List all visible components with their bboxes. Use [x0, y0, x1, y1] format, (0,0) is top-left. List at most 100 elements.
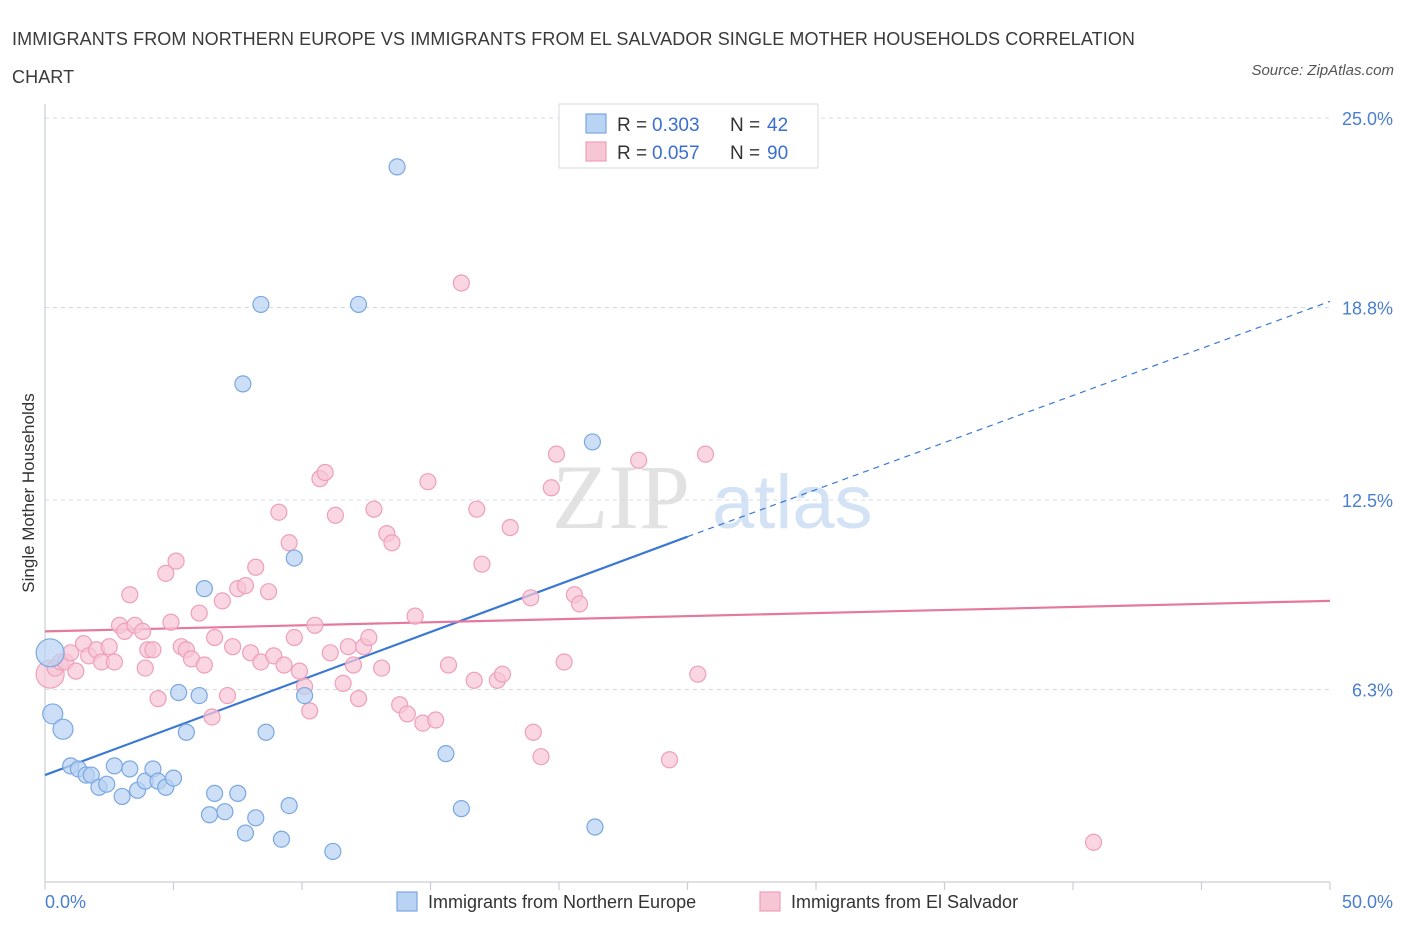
watermark: ZIP atlas [552, 446, 873, 548]
x-tick-label-max: 50.0% [1342, 892, 1393, 912]
data-point-northern-europe [82, 766, 100, 784]
data-point-el-salvador [224, 638, 242, 656]
bottom-legend-swatch-pink [759, 891, 781, 912]
y-tick-label: 12.5% [1342, 491, 1393, 511]
data-point-northern-europe [257, 723, 275, 741]
data-point-el-salvador [67, 662, 85, 680]
data-point-el-salvador [280, 534, 298, 552]
data-point-northern-europe [200, 806, 219, 824]
watermark-atlas: atlas [712, 460, 873, 545]
chart-title: IMMIGRANTS FROM NORTHERN EUROPE VS IMMIG… [12, 29, 1136, 87]
data-point-northern-europe [583, 433, 602, 451]
data-point-el-salvador [301, 702, 319, 720]
data-point-el-salvador [555, 653, 573, 671]
y-tick-label: 25.0% [1342, 109, 1393, 129]
bottom-legend-label-pink: Immigrants from El Salvador [791, 892, 1018, 912]
data-point-northern-europe [170, 683, 188, 702]
data-point-northern-europe [285, 549, 303, 567]
y-tick-labels: 6.3% 12.5% 18.8% 25.0% [1342, 109, 1393, 700]
data-point-northern-europe [52, 718, 74, 740]
data-point-northern-europe [252, 295, 270, 314]
data-point-el-salvador [105, 653, 123, 671]
data-point-el-salvador [465, 671, 483, 689]
data-point-el-salvador [306, 616, 324, 634]
data-point-northern-europe [42, 703, 64, 725]
data-point-el-salvador [344, 656, 362, 674]
legend-r-value-2: 0.057 [652, 143, 700, 164]
data-point-el-salvador [696, 445, 715, 463]
data-point-el-salvador [100, 638, 118, 656]
data-point-el-salvador [149, 690, 167, 708]
data-point-northern-europe [234, 375, 252, 393]
data-point-northern-europe [35, 638, 65, 668]
data-point-el-salvador [270, 503, 288, 521]
legend-r-value-1: 0.303 [652, 115, 700, 136]
data-point-northern-europe [324, 842, 342, 861]
data-point-el-salvador [236, 576, 255, 595]
data-point-el-salvador [493, 665, 512, 683]
x-ticks [44, 882, 1331, 890]
data-point-el-salvador [630, 451, 648, 469]
y-tick-label: 6.3% [1352, 680, 1393, 700]
data-point-el-salvador [542, 479, 560, 497]
data-point-el-salvador [259, 583, 278, 601]
data-point-northern-europe [121, 760, 139, 778]
data-point-northern-europe [113, 787, 131, 806]
legend-n-label-2: N = [730, 143, 760, 164]
data-point-northern-europe [177, 723, 195, 741]
data-point-el-salvador [326, 506, 345, 524]
data-point-el-salvador [349, 690, 368, 708]
legend-r-label-1: R = [617, 115, 647, 136]
data-point-northern-europe [236, 824, 255, 842]
data-point-northern-europe [190, 686, 208, 705]
data-point-northern-europe [216, 803, 234, 821]
data-point-el-salvador [501, 518, 519, 537]
legend: R = 0.303 N = 42 R = 0.057 N = 90 [558, 103, 819, 169]
data-point-el-salvador [213, 592, 231, 610]
data-point-northern-europe [388, 158, 406, 176]
legend-r-label-2: R = [617, 143, 647, 164]
data-point-northern-europe [280, 796, 298, 815]
data-point-el-salvador [290, 662, 309, 680]
data-point-northern-europe [164, 769, 183, 787]
data-point-northern-europe [105, 757, 123, 775]
data-point-el-salvador [203, 708, 221, 726]
data-point-northern-europe [229, 784, 247, 802]
legend-swatch-blue [585, 113, 607, 134]
trend-line-northern-europe [44, 535, 688, 777]
data-point-el-salvador [218, 686, 237, 705]
source-note: Source: ZipAtlas.com [1251, 62, 1394, 79]
data-point-el-salvador [121, 586, 139, 604]
data-point-el-salvador [162, 613, 180, 631]
data-point-northern-europe [206, 784, 224, 802]
data-point-el-salvador [206, 628, 224, 647]
data-point-northern-europe [452, 800, 470, 818]
data-point-el-salvador [439, 656, 458, 674]
legend-swatch-pink [585, 141, 607, 162]
data-point-el-salvador [190, 604, 208, 622]
y-tick-label: 18.8% [1342, 298, 1393, 318]
data-point-el-salvador [660, 751, 679, 769]
trend-line-northern-europe-extension [687, 300, 1331, 538]
data-point-el-salvador [167, 552, 185, 570]
data-point-el-salvador [524, 723, 542, 741]
series-el-salvador-points [35, 274, 1103, 851]
bottom-legend-swatch-blue [396, 891, 418, 912]
data-point-northern-europe [586, 818, 604, 836]
data-point-el-salvador [452, 274, 470, 292]
data-point-el-salvador [144, 641, 162, 659]
series-northern-europe-points [35, 158, 604, 861]
data-point-el-salvador [334, 674, 352, 692]
data-point-el-salvador [383, 534, 401, 552]
data-point-el-salvador [532, 748, 550, 766]
data-point-el-salvador [136, 659, 154, 677]
y-axis-label: Single Mother Households [19, 393, 38, 592]
data-point-el-salvador [360, 628, 378, 647]
data-point-el-salvador [419, 473, 437, 491]
trend-line-el-salvador [44, 599, 1331, 633]
data-point-el-salvador [316, 463, 334, 482]
data-point-northern-europe [195, 580, 213, 598]
data-point-el-salvador [427, 711, 445, 729]
x-tick-label-min: 0.0% [45, 892, 86, 912]
